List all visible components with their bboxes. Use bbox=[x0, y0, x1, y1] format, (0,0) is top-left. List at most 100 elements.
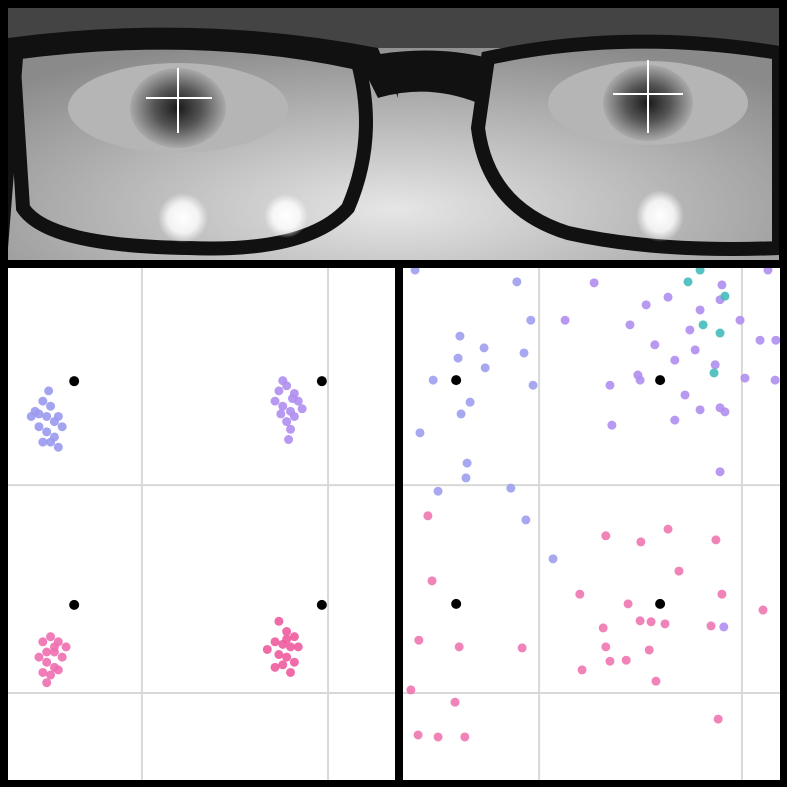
point bbox=[655, 375, 666, 386]
point bbox=[293, 642, 303, 652]
point bbox=[433, 732, 443, 742]
point bbox=[38, 637, 48, 647]
point bbox=[771, 335, 780, 345]
point bbox=[462, 458, 472, 468]
point bbox=[270, 662, 280, 672]
point bbox=[663, 524, 673, 534]
point bbox=[270, 396, 280, 406]
point bbox=[706, 621, 716, 631]
point bbox=[680, 390, 690, 400]
point bbox=[451, 598, 462, 609]
point bbox=[601, 642, 611, 652]
point bbox=[57, 652, 67, 662]
point bbox=[38, 396, 48, 406]
point bbox=[635, 375, 645, 385]
point bbox=[316, 599, 327, 610]
point bbox=[34, 652, 44, 662]
point bbox=[415, 428, 425, 438]
point bbox=[274, 616, 284, 626]
point bbox=[456, 409, 466, 419]
point bbox=[623, 599, 633, 609]
point bbox=[695, 405, 705, 415]
point bbox=[53, 665, 63, 675]
point bbox=[44, 386, 54, 396]
point bbox=[526, 315, 536, 325]
point bbox=[262, 644, 272, 654]
point bbox=[53, 411, 63, 421]
point bbox=[685, 325, 695, 335]
point bbox=[454, 642, 464, 652]
point bbox=[282, 627, 292, 637]
point bbox=[479, 343, 489, 353]
point bbox=[450, 697, 460, 707]
point bbox=[670, 415, 680, 425]
point bbox=[635, 616, 645, 626]
point bbox=[641, 300, 651, 310]
point bbox=[763, 268, 773, 275]
point bbox=[289, 657, 299, 667]
point bbox=[695, 305, 705, 315]
point bbox=[276, 409, 286, 419]
point bbox=[428, 375, 438, 385]
point bbox=[69, 376, 80, 387]
scatter-panel bbox=[403, 268, 780, 780]
point bbox=[625, 320, 635, 330]
point bbox=[410, 268, 420, 275]
point bbox=[289, 632, 299, 642]
point bbox=[651, 676, 661, 686]
point bbox=[644, 645, 654, 655]
point bbox=[601, 531, 611, 541]
scatter-panel bbox=[8, 268, 395, 780]
point bbox=[646, 617, 656, 627]
point bbox=[660, 619, 670, 629]
point bbox=[605, 656, 615, 666]
point bbox=[461, 473, 471, 483]
point bbox=[42, 678, 52, 688]
point bbox=[683, 277, 693, 287]
point bbox=[46, 401, 56, 411]
point bbox=[715, 328, 725, 338]
point bbox=[650, 340, 660, 350]
point bbox=[274, 386, 284, 396]
eye-photo bbox=[8, 8, 779, 260]
point bbox=[282, 417, 292, 427]
point bbox=[589, 278, 599, 288]
point bbox=[710, 360, 720, 370]
point bbox=[423, 511, 433, 521]
point bbox=[49, 642, 59, 652]
point bbox=[577, 665, 587, 675]
point bbox=[517, 643, 527, 653]
point bbox=[605, 380, 615, 390]
point bbox=[57, 422, 67, 432]
point bbox=[61, 642, 71, 652]
point bbox=[719, 622, 729, 632]
point bbox=[755, 335, 765, 345]
point bbox=[282, 634, 292, 644]
point bbox=[711, 535, 721, 545]
point bbox=[278, 376, 288, 386]
point bbox=[758, 605, 768, 615]
point bbox=[713, 714, 723, 724]
point bbox=[287, 394, 297, 404]
point bbox=[289, 411, 299, 421]
point bbox=[42, 411, 52, 421]
point bbox=[270, 637, 280, 647]
point bbox=[42, 657, 52, 667]
point bbox=[42, 427, 52, 437]
point bbox=[433, 486, 443, 496]
point bbox=[34, 409, 44, 419]
point bbox=[460, 732, 470, 742]
point bbox=[53, 442, 63, 452]
point bbox=[46, 632, 56, 642]
point bbox=[663, 292, 673, 302]
point bbox=[717, 280, 727, 290]
point bbox=[735, 315, 745, 325]
point bbox=[284, 435, 294, 445]
point bbox=[286, 642, 296, 652]
point bbox=[69, 599, 80, 610]
point bbox=[695, 268, 705, 275]
point bbox=[480, 363, 490, 373]
point bbox=[636, 537, 646, 547]
point bbox=[598, 623, 608, 633]
